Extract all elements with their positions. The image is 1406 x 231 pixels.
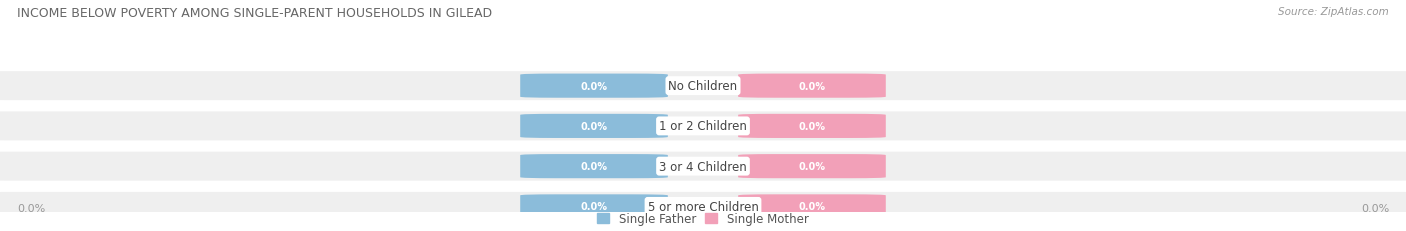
Text: 0.0%: 0.0%	[581, 201, 607, 212]
Text: 0.0%: 0.0%	[581, 161, 607, 171]
Text: No Children: No Children	[668, 80, 738, 93]
FancyBboxPatch shape	[520, 154, 668, 179]
FancyBboxPatch shape	[738, 195, 886, 219]
Text: 1 or 2 Children: 1 or 2 Children	[659, 120, 747, 133]
Text: Source: ZipAtlas.com: Source: ZipAtlas.com	[1278, 7, 1389, 17]
FancyBboxPatch shape	[738, 74, 886, 98]
FancyBboxPatch shape	[0, 112, 1406, 141]
FancyBboxPatch shape	[738, 154, 886, 179]
FancyBboxPatch shape	[0, 192, 1406, 221]
Legend: Single Father, Single Mother: Single Father, Single Mother	[598, 212, 808, 225]
Text: 3 or 4 Children: 3 or 4 Children	[659, 160, 747, 173]
FancyBboxPatch shape	[0, 72, 1406, 101]
Text: 0.0%: 0.0%	[799, 81, 825, 91]
Text: 5 or more Children: 5 or more Children	[648, 200, 758, 213]
FancyBboxPatch shape	[738, 114, 886, 138]
Text: 0.0%: 0.0%	[581, 81, 607, 91]
Text: 0.0%: 0.0%	[17, 203, 45, 213]
FancyBboxPatch shape	[520, 114, 668, 138]
Text: INCOME BELOW POVERTY AMONG SINGLE-PARENT HOUSEHOLDS IN GILEAD: INCOME BELOW POVERTY AMONG SINGLE-PARENT…	[17, 7, 492, 20]
Text: 0.0%: 0.0%	[799, 201, 825, 212]
Text: 0.0%: 0.0%	[799, 161, 825, 171]
Text: 0.0%: 0.0%	[581, 121, 607, 131]
FancyBboxPatch shape	[520, 195, 668, 219]
Text: 0.0%: 0.0%	[1361, 203, 1389, 213]
Text: 0.0%: 0.0%	[799, 121, 825, 131]
FancyBboxPatch shape	[0, 152, 1406, 181]
FancyBboxPatch shape	[520, 74, 668, 98]
